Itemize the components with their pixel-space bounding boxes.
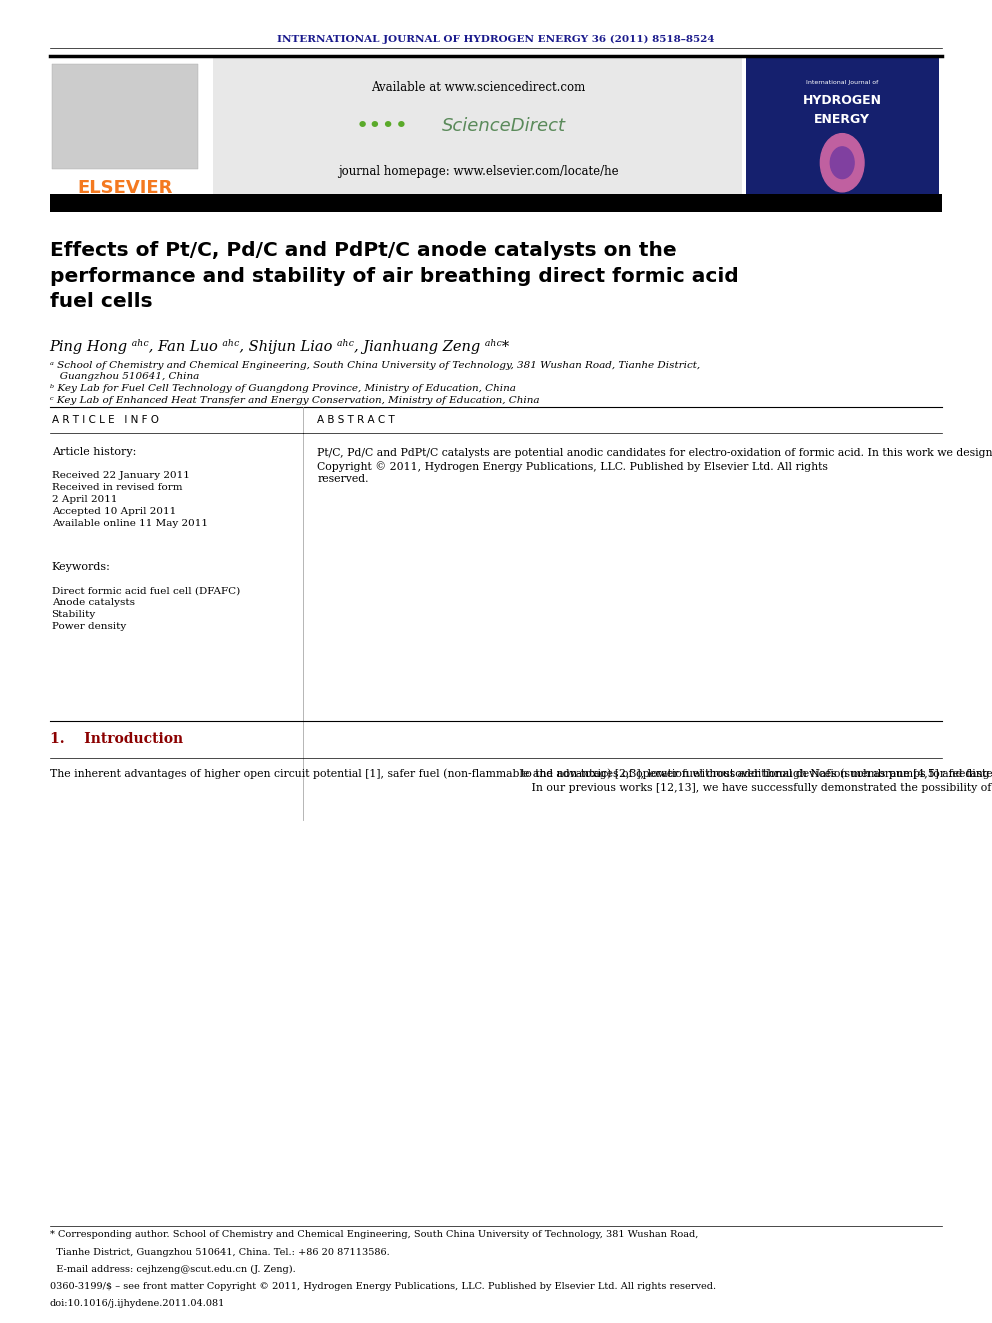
- Text: International Journal of: International Journal of: [806, 79, 878, 85]
- Circle shape: [820, 134, 864, 192]
- Text: Article history:: Article history:: [52, 447, 136, 458]
- Text: ENERGY: ENERGY: [814, 112, 870, 126]
- Text: 1.    Introduction: 1. Introduction: [50, 732, 183, 746]
- Bar: [213, 57, 742, 194]
- Text: Pt/C, Pd/C and PdPt/C catalysts are potential anodic candidates for electro-oxid: Pt/C, Pd/C and PdPt/C catalysts are pote…: [317, 447, 992, 484]
- Text: * Corresponding author. School of Chemistry and Chemical Engineering, South Chin: * Corresponding author. School of Chemis…: [50, 1230, 698, 1240]
- Text: Effects of Pt/C, Pd/C and PdPt/C anode catalysts on the
performance and stabilit: Effects of Pt/C, Pd/C and PdPt/C anode c…: [50, 241, 738, 311]
- Bar: [746, 57, 939, 194]
- Text: 0360-3199/$ – see front matter Copyright © 2011, Hydrogen Energy Publications, L: 0360-3199/$ – see front matter Copyright…: [50, 1282, 715, 1291]
- Text: E-mail address: cejhzeng@scut.edu.cn (J. Zeng).: E-mail address: cejhzeng@scut.edu.cn (J.…: [50, 1265, 296, 1274]
- Text: ELSEVIER: ELSEVIER: [77, 179, 173, 197]
- Text: A R T I C L E   I N F O: A R T I C L E I N F O: [52, 415, 159, 426]
- Circle shape: [830, 147, 854, 179]
- Text: The inherent advantages of higher open circuit potential [1], safer fuel (non-fl: The inherent advantages of higher open c…: [50, 769, 992, 779]
- Text: journal homepage: www.elsevier.com/locate/he: journal homepage: www.elsevier.com/locat…: [338, 165, 618, 179]
- Text: Ping Hong ᵃʰᶜ, Fan Luo ᵃʰᶜ, Shijun Liao ᵃʰᶜ, Jianhuang Zeng ᵃʰᶜ*: Ping Hong ᵃʰᶜ, Fan Luo ᵃʰᶜ, Shijun Liao …: [50, 339, 510, 353]
- Text: Tianhe District, Guangzhou 510641, China. Tel.: +86 20 87113586.: Tianhe District, Guangzhou 510641, China…: [50, 1248, 389, 1257]
- Text: ᵃ School of Chemistry and Chemical Engineering, South China University of Techno: ᵃ School of Chemistry and Chemical Engin…: [50, 361, 699, 381]
- Text: ᶜ Key Lab of Enhanced Heat Transfer and Energy Conservation, Ministry of Educati: ᶜ Key Lab of Enhanced Heat Transfer and …: [50, 396, 539, 405]
- Text: Direct formic acid fuel cell (DFAFC)
Anode catalysts
Stability
Power density: Direct formic acid fuel cell (DFAFC) Ano…: [52, 586, 240, 631]
- Text: to the advantages of operation without additional devices (such as pumps for fee: to the advantages of operation without a…: [521, 769, 992, 792]
- Text: INTERNATIONAL JOURNAL OF HYDROGEN ENERGY 36 (2011) 8518–8524: INTERNATIONAL JOURNAL OF HYDROGEN ENERGY…: [277, 36, 715, 44]
- Text: ScienceDirect: ScienceDirect: [441, 116, 565, 135]
- Bar: [52, 64, 198, 169]
- Text: Available at www.sciencedirect.com: Available at www.sciencedirect.com: [371, 81, 585, 94]
- Text: Received 22 January 2011
Received in revised form
2 April 2011
Accepted 10 April: Received 22 January 2011 Received in rev…: [52, 471, 207, 528]
- Text: ᵇ Key Lab for Fuel Cell Technology of Guangdong Province, Ministry of Education,: ᵇ Key Lab for Fuel Cell Technology of Gu…: [50, 384, 516, 393]
- Text: HYDROGEN: HYDROGEN: [803, 94, 882, 107]
- Text: ••••: ••••: [355, 115, 409, 136]
- Bar: [50, 194, 942, 212]
- Text: A B S T R A C T: A B S T R A C T: [317, 415, 395, 426]
- Text: Keywords:: Keywords:: [52, 562, 110, 573]
- Text: doi:10.1016/j.ijhydene.2011.04.081: doi:10.1016/j.ijhydene.2011.04.081: [50, 1299, 225, 1308]
